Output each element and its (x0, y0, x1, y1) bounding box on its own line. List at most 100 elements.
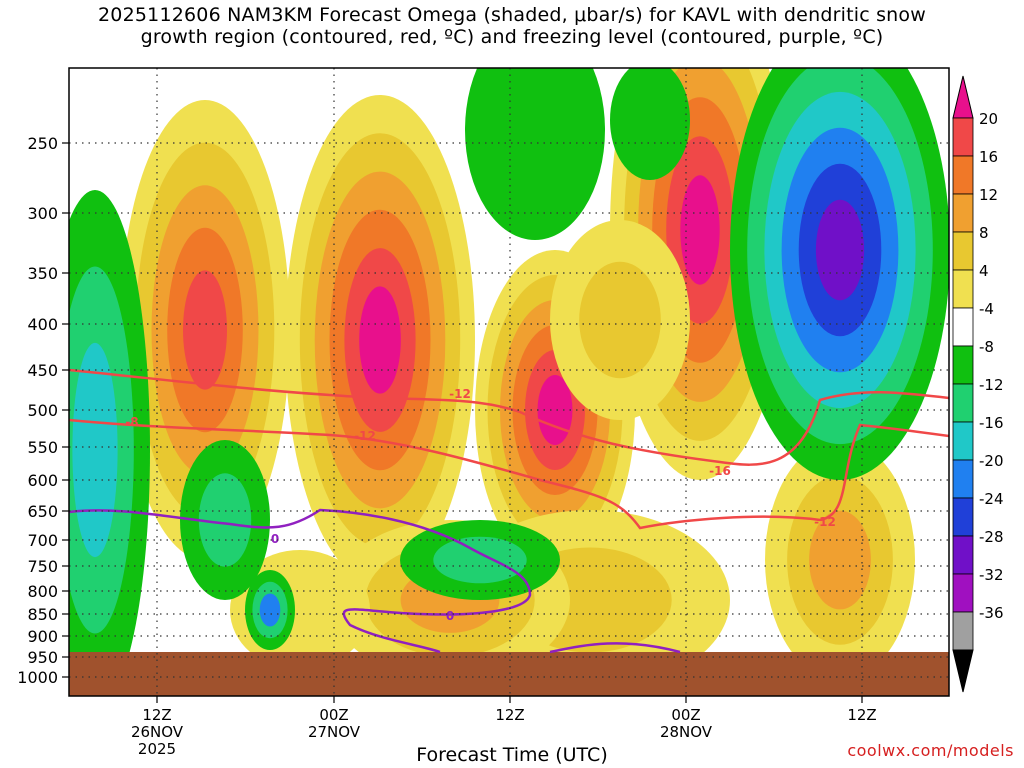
colorbar-segment (952, 497, 974, 537)
colorbar-label: -16 (979, 414, 1004, 432)
y-tick-label: 800 (27, 582, 58, 601)
omega-contour-fill (465, 68, 605, 240)
contour-label: -12 (354, 429, 376, 443)
omega-contour-fill (537, 375, 573, 445)
x-tick-date: 27NOV (308, 723, 361, 741)
omega-late-orange (765, 440, 915, 680)
omega-contour-fill (610, 68, 690, 180)
x-tick-year: 2025 (138, 740, 176, 758)
grid-lines (69, 68, 949, 696)
colorbar-label: -8 (979, 338, 994, 356)
omega-contour-fill (809, 510, 871, 610)
colorbar-label: -32 (979, 566, 1004, 584)
x-tick-date: 26NOV (131, 723, 184, 741)
colorbar-segment (952, 611, 974, 651)
colorbar-label: -24 (979, 490, 1004, 508)
colorbar-segment (952, 231, 974, 271)
colorbar-segment (952, 269, 974, 309)
y-tick-label: 850 (27, 605, 58, 624)
y-tick-label: 900 (27, 627, 58, 646)
colorbar-segment (952, 193, 974, 233)
omega-contour-fill (183, 270, 227, 390)
colorbar-segment (952, 459, 974, 499)
omega-contour-fill (259, 593, 281, 627)
y-tick-label: 350 (27, 264, 58, 283)
omega-contour-fill (433, 536, 527, 584)
omega-contour-fill (579, 261, 661, 379)
y-tick-label: 450 (27, 361, 58, 380)
chart-title-line2: growth region (contoured, red, ºC) and f… (140, 26, 884, 48)
colorbar-segment (952, 117, 974, 157)
y-tick-label: 500 (27, 401, 58, 420)
colorbar-label: -20 (979, 452, 1004, 470)
colorbar-label: 12 (979, 186, 998, 204)
colorbar-label: -28 (979, 528, 1004, 546)
colorbar-bottom-triangle (952, 649, 974, 693)
omega-min-upper-green-2 (610, 68, 690, 180)
omega-min-upper-green (465, 68, 605, 240)
y-tick-label: 600 (27, 471, 58, 490)
colorbar-segment (952, 573, 974, 613)
omega-contour-fill (72, 342, 118, 558)
omega-contour-fill (680, 175, 720, 285)
omega-min-small (245, 570, 295, 650)
contour-label: -16 (709, 464, 731, 478)
x-axis-label: Forecast Time (UTC) (416, 744, 608, 766)
omega-max-day1-night (285, 95, 475, 585)
colorbar-top-triangle (952, 75, 974, 119)
omega-max-day1-morning (120, 100, 290, 560)
freezing-level-contour (69, 508, 532, 654)
y-tick-label: 250 (27, 134, 58, 153)
contour-label: 0 (446, 609, 454, 623)
omega-min-day2 (730, 68, 949, 480)
colorbar-label: 20 (979, 110, 998, 128)
dendritic-contour-minus12 (69, 418, 949, 530)
x-tick-label: 12Z (847, 706, 876, 724)
colorbar-segment (952, 345, 974, 385)
y-tick-label: 750 (27, 557, 58, 576)
colorbar: 20 16 12 8 4 -4 -8 -12 -16 -20 -24 -28 -32 -36 (952, 75, 1004, 693)
watermark: coolwx.com/models (847, 741, 1014, 760)
y-tick-label: 400 (27, 315, 58, 334)
dendritic-contour-minus8 (69, 368, 949, 466)
y-tick-label: 950 (27, 648, 58, 667)
plot-frame (68, 67, 950, 697)
colorbar-segment (952, 307, 974, 347)
omega-contour-fill (359, 286, 401, 394)
colorbar-segment (952, 421, 974, 461)
chart-title-line1: 2025112606 NAM3KM Forecast Omega (shaded… (98, 4, 926, 26)
colorbar-label: -4 (979, 300, 994, 318)
y-tick-label: 300 (27, 204, 58, 223)
colorbar-label: 4 (979, 262, 989, 280)
omega-contour-fill (815, 199, 865, 301)
y-tick-label: 700 (27, 531, 58, 550)
omega-shading (69, 68, 949, 696)
x-tick-label: 00Z (671, 706, 700, 724)
contour-lines: -12 -8 -12 -16 -12 0 0 (69, 368, 949, 654)
colorbar-label: 16 (979, 148, 998, 166)
omega-min-left (69, 190, 150, 696)
contour-label: -8 (125, 415, 138, 429)
contour-label: -12 (814, 515, 836, 529)
colorbar-segment (952, 155, 974, 195)
omega-mid-yellow (550, 220, 690, 420)
colorbar-label: -12 (979, 376, 1004, 394)
y-tick-label: 650 (27, 502, 58, 521)
x-tick-label: 00Z (319, 706, 348, 724)
omega-min-day1-low (180, 440, 270, 600)
x-tick-label: 12Z (142, 706, 171, 724)
contour-label: -12 (449, 387, 471, 401)
y-tick-label: 1000 (17, 668, 58, 687)
x-tick-date: 28NOV (660, 723, 713, 741)
terrain-fill (69, 652, 949, 696)
freezing-level-contour-low (549, 642, 681, 654)
x-tick-label: 12Z (495, 706, 524, 724)
colorbar-label: 8 (979, 224, 989, 242)
colorbar-segment (952, 535, 974, 575)
colorbar-label: -36 (979, 604, 1004, 622)
y-tick-label: 550 (27, 438, 58, 457)
omega-min-low-level (400, 520, 560, 600)
y-axis: 250 300 350 400 450 500 550 600 650 700 750 800 850 9… (17, 134, 69, 687)
